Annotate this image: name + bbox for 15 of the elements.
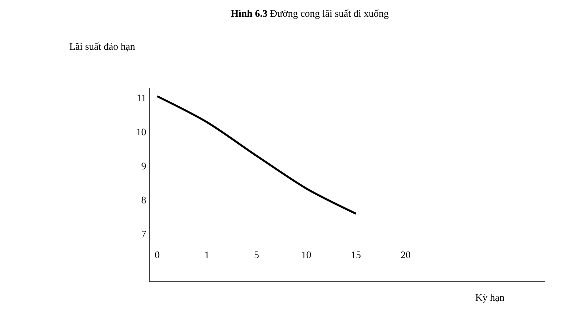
y-tick-label: 7 <box>142 231 146 238</box>
line-series <box>156 96 358 215</box>
x-tick-label: 1 <box>206 252 210 258</box>
y-tick-label: 10 <box>137 128 146 136</box>
y-tick-label: 8 <box>142 196 146 204</box>
y-tick-label: 9 <box>142 162 146 170</box>
x-axis-title: Kỳ hạn <box>476 294 505 304</box>
x-tick-label: 20 <box>401 252 411 258</box>
x-tick-label: 5 <box>254 252 259 258</box>
y-axis-title: Lãi suất đáo hạn <box>70 42 136 52</box>
x-tick-label: 15 <box>352 252 361 258</box>
y-tick-label: 11 <box>138 94 146 102</box>
x-tick-label: 0 <box>155 252 160 258</box>
x-tick-label: 10 <box>302 252 312 258</box>
chart-title: Hình 6.3 Đường cong lãi suất đi xuống <box>231 10 389 20</box>
